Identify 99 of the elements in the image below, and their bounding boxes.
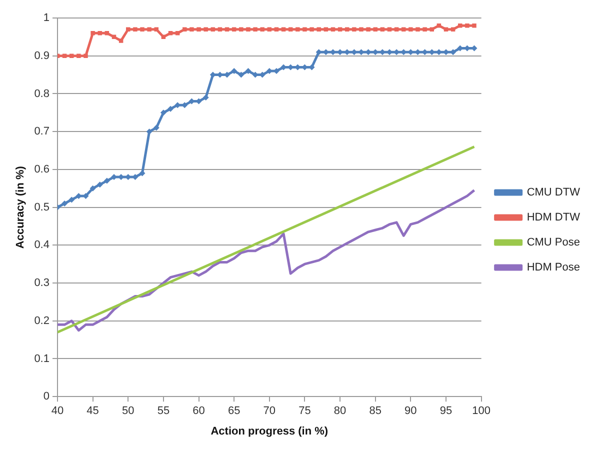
point bbox=[238, 72, 244, 78]
point bbox=[76, 54, 81, 58]
y-tick-label: 0.7 bbox=[34, 126, 50, 138]
x-tick-label: 100 bbox=[472, 405, 490, 418]
point bbox=[90, 185, 96, 192]
point bbox=[98, 31, 102, 36]
point bbox=[104, 31, 110, 36]
point bbox=[204, 27, 208, 32]
x-tick-label: 60 bbox=[192, 405, 205, 418]
y-tick-label: 0.5 bbox=[34, 201, 50, 214]
point bbox=[154, 27, 159, 32]
point bbox=[416, 27, 420, 32]
y-tick-label: 0.1 bbox=[34, 352, 50, 365]
y-tick-label: 0.6 bbox=[34, 163, 50, 176]
point bbox=[359, 27, 364, 32]
point bbox=[402, 27, 406, 32]
legend-label: HDM DTW bbox=[526, 212, 581, 224]
point bbox=[190, 27, 194, 32]
point bbox=[267, 27, 272, 32]
point bbox=[70, 54, 74, 58]
point bbox=[458, 23, 462, 28]
y-tick-label: 1 bbox=[43, 12, 50, 24]
point bbox=[338, 27, 342, 32]
y-tick-label: 0 bbox=[43, 390, 50, 403]
point bbox=[430, 27, 434, 32]
x-tick-label: 65 bbox=[228, 405, 240, 418]
point bbox=[288, 27, 293, 32]
point bbox=[153, 124, 160, 131]
point bbox=[296, 27, 300, 32]
point bbox=[310, 27, 314, 32]
point bbox=[104, 178, 110, 184]
x-tick-label: 85 bbox=[369, 405, 382, 418]
point bbox=[422, 27, 427, 32]
point bbox=[245, 68, 252, 74]
y-tick-label: 0.8 bbox=[34, 88, 50, 100]
point bbox=[202, 94, 209, 101]
point bbox=[239, 27, 244, 32]
x-tick-label: 40 bbox=[51, 405, 64, 418]
point bbox=[133, 27, 138, 32]
x-tick-label: 95 bbox=[440, 405, 452, 418]
point bbox=[175, 31, 180, 36]
x-tick-label: 80 bbox=[334, 405, 346, 418]
point bbox=[126, 27, 130, 32]
point bbox=[168, 31, 173, 36]
y-axis-title: Accuracy (in %) bbox=[14, 166, 27, 249]
point bbox=[168, 106, 174, 112]
x-tick-label: 70 bbox=[263, 405, 276, 418]
point bbox=[253, 27, 258, 32]
point bbox=[140, 27, 144, 32]
point bbox=[246, 27, 250, 32]
legend-label: HDM Pose bbox=[526, 262, 580, 274]
y-tick-label: 0.4 bbox=[34, 239, 50, 252]
point bbox=[218, 27, 222, 32]
point bbox=[302, 27, 307, 32]
point bbox=[160, 110, 166, 116]
point bbox=[96, 182, 103, 188]
x-axis-title: Action progress (in %) bbox=[210, 425, 328, 438]
point bbox=[281, 27, 286, 32]
point bbox=[260, 27, 264, 32]
point bbox=[231, 68, 238, 74]
point bbox=[450, 27, 456, 32]
y-tick-label: 0.3 bbox=[34, 277, 50, 290]
point bbox=[182, 27, 187, 32]
y-tick-label: 0.2 bbox=[34, 314, 50, 327]
point bbox=[57, 54, 60, 58]
y-tick-label: 0.9 bbox=[34, 50, 50, 62]
point bbox=[366, 27, 370, 32]
x-tick-label: 50 bbox=[122, 405, 134, 418]
point bbox=[62, 200, 68, 207]
x-tick-label: 55 bbox=[157, 405, 170, 418]
point bbox=[387, 27, 392, 32]
x-tick-label: 75 bbox=[298, 405, 311, 418]
point bbox=[380, 27, 385, 32]
point bbox=[147, 27, 152, 32]
point bbox=[394, 27, 399, 32]
point bbox=[465, 23, 470, 28]
point bbox=[90, 31, 95, 36]
legend-label: CMU Pose bbox=[526, 236, 580, 249]
point bbox=[68, 196, 75, 203]
x-tick-label: 45 bbox=[86, 405, 99, 418]
point bbox=[472, 23, 476, 28]
point bbox=[352, 27, 356, 32]
x-tick-label: 90 bbox=[404, 405, 417, 418]
legend-label: CMU DTW bbox=[526, 186, 581, 199]
point bbox=[224, 27, 230, 32]
point bbox=[232, 27, 236, 32]
point bbox=[324, 27, 328, 32]
point bbox=[274, 27, 279, 32]
point bbox=[196, 27, 201, 32]
point bbox=[62, 54, 67, 58]
point bbox=[210, 27, 216, 32]
point bbox=[344, 27, 350, 32]
point bbox=[84, 54, 88, 58]
point bbox=[118, 38, 124, 43]
point bbox=[330, 27, 336, 32]
point bbox=[373, 27, 378, 32]
point bbox=[316, 27, 321, 32]
point bbox=[444, 27, 448, 32]
point bbox=[408, 27, 413, 32]
